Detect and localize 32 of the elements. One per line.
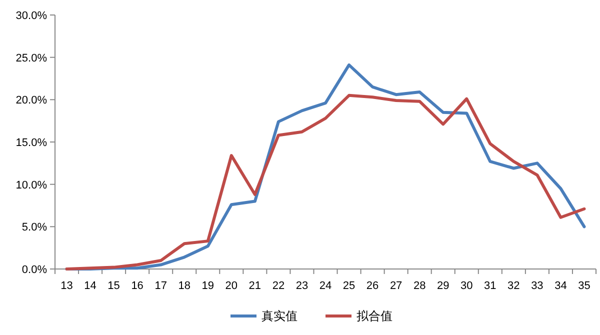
x-tick-label: 25 <box>342 280 356 292</box>
y-tick-label: 15.0% <box>16 137 48 149</box>
x-tick-label: 13 <box>60 280 73 292</box>
x-tick-label: 30 <box>460 280 473 292</box>
y-tick-label: 10.0% <box>16 179 48 192</box>
x-tick-label: 17 <box>154 280 167 292</box>
x-tick-label: 15 <box>108 280 120 292</box>
x-tick-label: 29 <box>436 280 450 292</box>
x-tick-label: 26 <box>366 280 379 292</box>
y-tick-label: 25.0% <box>16 52 48 64</box>
x-tick-label: 34 <box>554 280 567 292</box>
x-tick-label: 21 <box>248 280 262 292</box>
x-tick-label: 22 <box>272 280 285 292</box>
x-tick-label: 20 <box>225 280 238 292</box>
x-tick-label: 27 <box>390 280 402 292</box>
x-tick-label: 35 <box>578 280 590 292</box>
y-tick-label: 5.0% <box>22 222 48 234</box>
x-tick-label: 14 <box>84 280 96 292</box>
x-tick-label: 28 <box>413 280 426 292</box>
legend-label: 真实值 <box>262 309 298 323</box>
y-tick-label: 0.0% <box>22 264 48 276</box>
x-tick-label: 32 <box>508 280 520 292</box>
x-tick-label: 19 <box>202 280 214 292</box>
x-tick-label: 24 <box>319 280 332 292</box>
x-tick-label: 33 <box>531 280 544 292</box>
legend-label: 拟合值 <box>356 309 392 323</box>
y-tick-label: 30.0% <box>16 10 48 22</box>
x-tick-label: 31 <box>484 280 496 292</box>
x-tick-label: 23 <box>296 280 308 292</box>
x-tick-label: 16 <box>131 280 144 292</box>
x-tick-label: 18 <box>178 280 190 292</box>
y-tick-label: 20.0% <box>16 94 48 107</box>
